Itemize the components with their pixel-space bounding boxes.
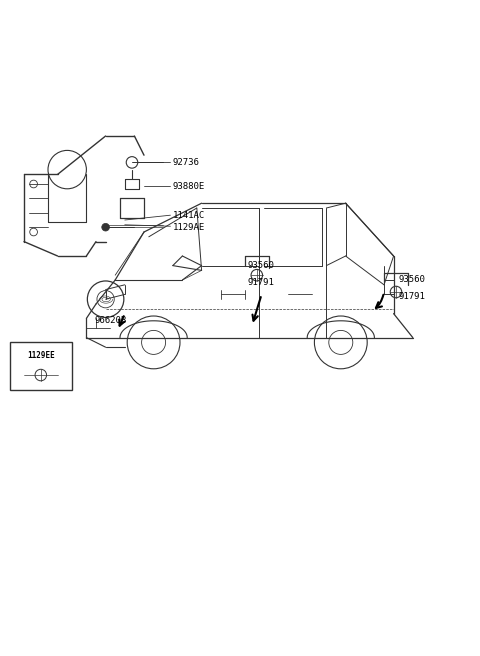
Text: 93880E: 93880E <box>173 182 205 191</box>
Bar <box>10 342 72 390</box>
Text: 93560: 93560 <box>247 261 274 270</box>
Text: 96620B: 96620B <box>94 316 127 325</box>
Text: 91791: 91791 <box>398 293 425 301</box>
Text: 93560: 93560 <box>398 276 425 285</box>
Text: 92736: 92736 <box>173 158 200 167</box>
Text: 1129AE: 1129AE <box>173 222 205 232</box>
Text: 91791: 91791 <box>247 278 274 287</box>
Text: 1141AC: 1141AC <box>173 211 205 220</box>
Circle shape <box>102 223 109 231</box>
Text: 1129EE: 1129EE <box>27 351 55 360</box>
